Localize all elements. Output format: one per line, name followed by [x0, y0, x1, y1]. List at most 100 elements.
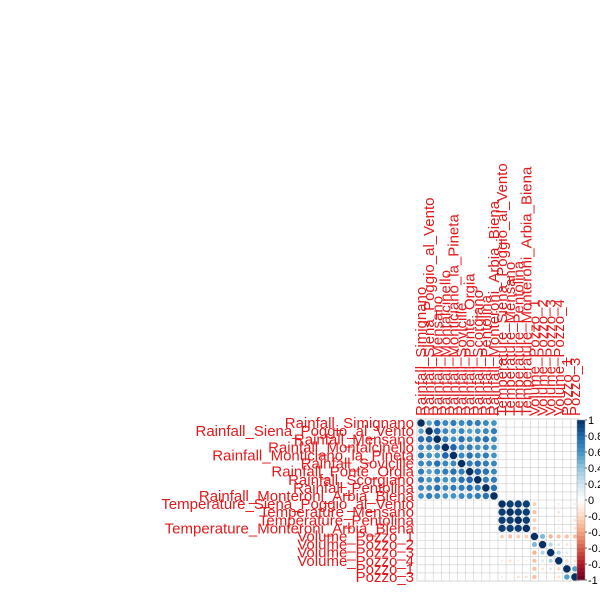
correlation-circle	[514, 508, 522, 516]
correlation-circle	[514, 500, 522, 508]
column-label: Rainfall_Sovicille	[454, 303, 471, 416]
column-label: Rainfall_Siena_Poggio_al_Vento	[421, 197, 438, 416]
column-label: Volume_Pozzo_2	[535, 299, 552, 416]
correlation-circle	[442, 493, 449, 499]
correlation-circle	[532, 574, 537, 579]
row-label: Volume_Pozzo_1	[297, 528, 414, 545]
colorbar-segment	[577, 460, 585, 465]
column-label: Rainfall_Monticiano_la_Pineta	[445, 214, 462, 416]
correlation-circle	[426, 468, 432, 475]
colorbar-segment	[577, 504, 585, 509]
correlation-circle	[450, 419, 457, 427]
colorbar: 1 0.8 0.6 0.4 0.2 0 -0.2 -0.4 -0.6 -0.8 -1	[576, 415, 600, 587]
colorbar-segment	[577, 496, 585, 501]
correlation-circle	[474, 476, 482, 484]
correlation-circle	[557, 575, 561, 579]
colorbar-segment	[577, 424, 585, 429]
correlation-circle	[540, 533, 546, 539]
colorbar-segment	[577, 564, 585, 569]
correlation-circle	[474, 419, 481, 427]
colorbar-segment	[577, 432, 585, 437]
row-label: Volume_Pozzo_4	[297, 553, 414, 570]
correlation-circle	[417, 452, 425, 459]
correlation-circle	[418, 444, 425, 451]
correlation-circle	[557, 502, 560, 506]
correlation-circle	[449, 451, 458, 460]
colorbar-segment	[577, 512, 585, 517]
correlation-circle	[466, 476, 473, 484]
correlation-circle	[491, 420, 497, 426]
correlation-circle	[557, 567, 561, 571]
colorbar-segment	[577, 484, 585, 489]
correlation-circle	[474, 492, 481, 500]
correlation-circle	[434, 452, 441, 459]
column-label: Rainfall_Montalcinello	[437, 270, 454, 416]
colorbar-segment	[577, 568, 585, 573]
correlation-circle	[508, 534, 513, 539]
correlation-circle	[425, 427, 433, 435]
correlation-circle	[532, 566, 537, 571]
correlation-circle	[434, 419, 441, 427]
correlation-circle	[532, 510, 537, 515]
correlation-circle	[426, 492, 433, 500]
correlation-circle	[572, 566, 578, 572]
correlation-circle	[466, 428, 473, 434]
correlation-circle	[450, 468, 457, 475]
correlation-circle	[490, 428, 498, 435]
correlation-circle	[564, 534, 569, 539]
colorbar-segment	[577, 452, 585, 457]
correlation-circle	[474, 460, 481, 467]
colorbar-segment	[577, 572, 585, 577]
correlation-circle	[474, 468, 482, 475]
correlation-circle	[458, 452, 465, 459]
correlation-circle	[434, 492, 441, 499]
correlation-circle	[532, 526, 537, 531]
colorbar-tick-label: -0.2	[588, 511, 600, 523]
colorbar-segment	[577, 516, 585, 521]
correlation-circle	[516, 534, 521, 539]
row-label: Volume_Pozzo_2	[297, 537, 414, 554]
row-label: Volume_Pozzo_3	[297, 545, 414, 562]
correlation-circle	[482, 484, 490, 492]
row-label: Rainfall_Simignano	[285, 415, 414, 432]
correlation-circle	[573, 526, 577, 530]
colorbar-segment	[577, 540, 585, 545]
correlation-circle	[442, 436, 449, 443]
colorbar-segment	[577, 532, 585, 537]
correlation-circle	[522, 524, 531, 533]
correlation-circle	[482, 492, 490, 500]
correlation-circle	[425, 435, 433, 443]
correlation-circle	[491, 444, 497, 451]
colorbar-segment	[577, 500, 585, 505]
correlation-circle	[466, 419, 473, 427]
correlation-circle	[490, 460, 497, 467]
correlation-circle	[418, 428, 424, 434]
colorbar-tick-label: 0.6	[588, 447, 600, 459]
colorbar-segment	[577, 444, 585, 449]
correlation-circle	[522, 516, 530, 524]
correlation-circle	[466, 492, 473, 499]
correlation-circle	[426, 420, 432, 426]
correlation-circle	[434, 484, 441, 492]
row-label: Rainfall_Montalcinello	[268, 439, 414, 456]
correlation-circle	[531, 542, 537, 548]
correlation-circle	[498, 500, 506, 508]
colorbar-segment	[577, 524, 585, 529]
correlation-circle	[457, 459, 466, 468]
row-label: Rainfall_Monteroni_Arbia_Biena	[199, 488, 415, 505]
colorbar-segment	[577, 464, 585, 469]
correlation-circle	[490, 476, 498, 483]
correlation-circle	[498, 524, 506, 532]
colorbar-segment	[577, 420, 585, 425]
correlation-circle	[565, 559, 569, 563]
correlation-circle	[466, 444, 473, 451]
correlation-circle	[458, 476, 465, 483]
correlation-circle	[541, 567, 544, 571]
correlation-circle	[482, 444, 489, 451]
correlation-circle	[482, 428, 489, 435]
correlation-circle	[498, 508, 506, 516]
correlation-circle	[442, 484, 449, 491]
column-label: Temperature_Monteroni_Arbia_Biena	[518, 166, 535, 416]
colorbar-segment	[577, 536, 585, 541]
correlation-circle	[532, 502, 537, 506]
